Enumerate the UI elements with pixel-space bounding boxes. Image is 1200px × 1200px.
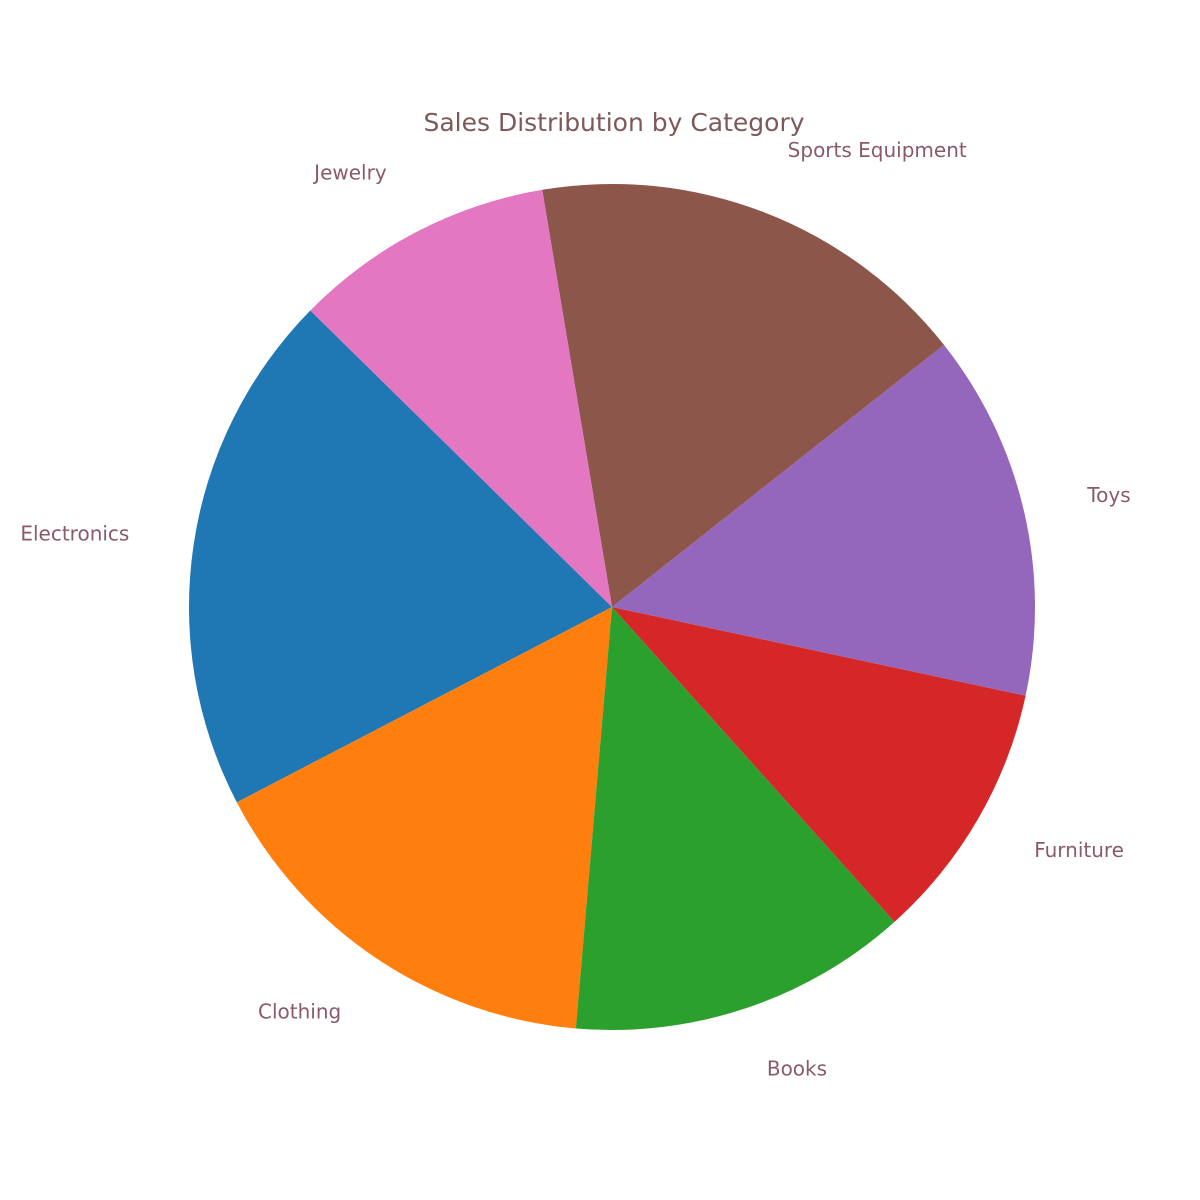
pie-labels: Electronics Clothing Books Furniture Toys Spo… [20, 138, 1130, 1080]
slice-label-toys: Toys [1086, 483, 1130, 507]
pie-slices [189, 183, 1035, 1030]
chart-title: Sales Distribution by Category [423, 108, 804, 137]
slice-label-electronics: Electronics [20, 521, 129, 545]
pie-slice-jewelry [310, 189, 612, 607]
pie-slice-toys [612, 344, 1035, 696]
pie-slice-books [575, 607, 895, 1030]
pie-slice-furniture [612, 607, 1026, 922]
slice-label-jewelry: Jewelry [312, 161, 387, 185]
slice-label-clothing: Clothing [258, 999, 341, 1023]
pie-slice-clothing [236, 607, 612, 1029]
slice-label-books: Books [767, 1056, 827, 1080]
slice-label-furniture: Furniture [1034, 838, 1124, 862]
pie-slice-electronics [189, 310, 612, 803]
pie-slice-sports-equipment [542, 183, 944, 607]
slice-label-sports-equipment: Sports Equipment [788, 138, 967, 162]
